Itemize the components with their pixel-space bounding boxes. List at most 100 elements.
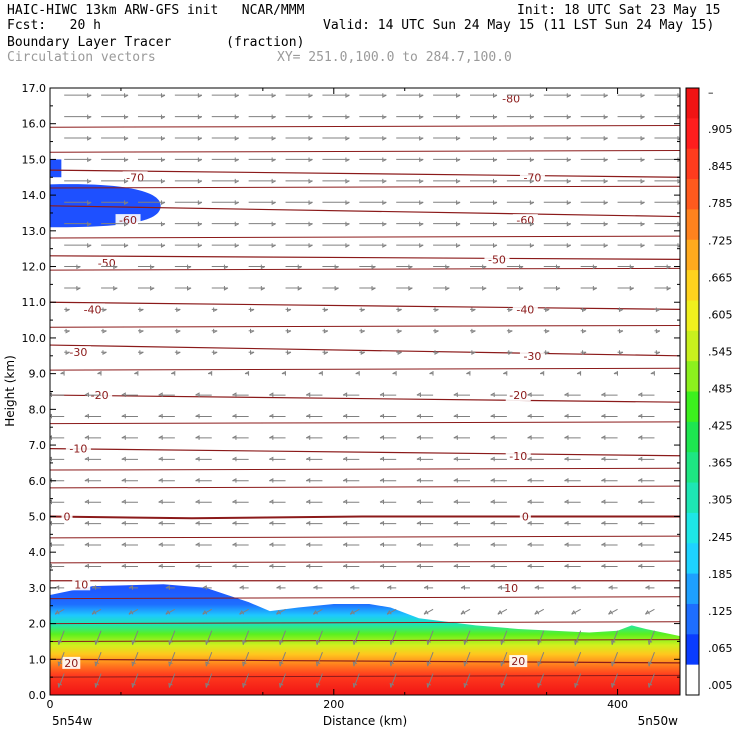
vector-arrow bbox=[423, 608, 434, 615]
vector-arrow-head bbox=[84, 456, 89, 462]
colorbar-segment bbox=[686, 603, 699, 635]
vector-arrow-head bbox=[250, 328, 255, 334]
vector-arrow-head bbox=[234, 114, 239, 120]
vector-arrow-head bbox=[165, 609, 171, 615]
vector-arrow-head bbox=[379, 435, 385, 440]
vector-arrow-head bbox=[460, 585, 466, 590]
vector-arrow-head bbox=[466, 370, 471, 376]
x-tick-label: 400 bbox=[607, 698, 628, 711]
temperature-contour bbox=[50, 344, 680, 357]
vector-arrow-head bbox=[84, 542, 89, 547]
vector-arrow-head bbox=[629, 264, 635, 270]
vector-arrow-head bbox=[271, 157, 276, 163]
vector-arrow-head bbox=[537, 639, 542, 645]
vector-arrow-head bbox=[423, 609, 429, 615]
vector-arrow-head bbox=[124, 93, 129, 98]
vector-arrow-head bbox=[308, 178, 313, 184]
vector-arrow-head bbox=[121, 435, 126, 440]
vector-arrow-head bbox=[76, 264, 81, 270]
vector-arrow-head bbox=[234, 136, 239, 141]
contour-label: -30 bbox=[523, 350, 541, 363]
vector-arrow-head bbox=[603, 114, 608, 120]
vector-arrow-head bbox=[566, 200, 572, 206]
vector-arrow-head bbox=[490, 413, 495, 419]
vector-arrow-head bbox=[456, 114, 461, 120]
vector-arrow-head bbox=[315, 639, 321, 645]
vector-arrow-head bbox=[423, 585, 429, 590]
vector-arrow-head bbox=[574, 639, 579, 645]
vector-arrow bbox=[645, 608, 655, 615]
vector-arrow-head bbox=[666, 286, 671, 291]
colorbar-segment bbox=[686, 512, 699, 544]
vector-arrow-head bbox=[360, 328, 365, 334]
contour-label: -50 bbox=[98, 257, 116, 270]
forecast-hour: Fcst: 20 h bbox=[7, 18, 101, 33]
vector-arrow-head bbox=[269, 478, 274, 483]
vector-arrow-head bbox=[677, 114, 680, 120]
vector-arrow-head bbox=[158, 499, 163, 505]
vector-arrow-head bbox=[482, 286, 487, 291]
vector-arrow bbox=[168, 651, 176, 667]
vector-arrow-head bbox=[84, 435, 89, 440]
vector-arrow-head bbox=[608, 609, 614, 615]
isoline bbox=[50, 596, 680, 600]
vector-arrow-head bbox=[416, 435, 421, 440]
vector-arrow-head bbox=[460, 609, 466, 615]
isoline bbox=[50, 467, 680, 471]
vector-arrow-head bbox=[618, 328, 624, 334]
vector-arrow-head bbox=[453, 478, 458, 483]
vector-arrow-head bbox=[139, 328, 144, 334]
y-tick-label: 12.0 bbox=[22, 261, 47, 274]
colorbar-segment bbox=[686, 270, 699, 301]
tracer-small-patch bbox=[50, 159, 62, 178]
vector-arrow-head bbox=[529, 200, 535, 206]
vector-arrow-head bbox=[308, 243, 313, 248]
vector-arrow-head bbox=[534, 585, 539, 590]
vector-arrow-head bbox=[397, 328, 402, 334]
vector-arrow-head bbox=[160, 114, 166, 120]
vector-arrow-head bbox=[564, 520, 569, 526]
vector-arrow-head bbox=[350, 585, 355, 590]
vector-arrow-head bbox=[638, 478, 643, 483]
colorbar-label: – bbox=[708, 86, 714, 99]
vector-arrow-head bbox=[232, 435, 237, 440]
vector-arrow bbox=[58, 673, 65, 688]
vector-arrow-head bbox=[87, 178, 92, 184]
contour-label-bg bbox=[484, 253, 510, 266]
vector-arrow-head bbox=[508, 307, 513, 313]
vector-arrow-head bbox=[416, 542, 421, 547]
y-tick-label: 16.0 bbox=[22, 118, 47, 131]
vector-arrow-head bbox=[677, 178, 680, 184]
vector-arrow-head bbox=[139, 307, 144, 313]
vector-arrow-head bbox=[342, 563, 348, 569]
vector-arrow bbox=[168, 630, 176, 645]
y-tick-label: 7.0 bbox=[29, 439, 47, 452]
vector-arrow-head bbox=[315, 682, 321, 688]
vector-arrow bbox=[611, 673, 619, 688]
vector-arrow-head bbox=[168, 639, 173, 645]
vector-arrow-head bbox=[323, 307, 329, 313]
vector-arrow-head bbox=[613, 370, 618, 376]
vector-arrow-head bbox=[232, 392, 237, 397]
colorbar-label: .905 bbox=[708, 123, 733, 136]
vector-arrow-head bbox=[419, 114, 424, 120]
vector-arrow-head bbox=[57, 682, 63, 688]
x-tick-label: 200 bbox=[323, 698, 344, 711]
vector-arrow-head bbox=[345, 136, 350, 141]
colorbar-label: .845 bbox=[708, 160, 733, 173]
vector-arrow-head bbox=[611, 682, 616, 688]
vector-arrow-head bbox=[527, 413, 532, 419]
vector-arrow-head bbox=[232, 563, 237, 569]
contour-label-bg bbox=[72, 578, 91, 591]
vector-arrow bbox=[534, 608, 545, 615]
vector-arrow-head bbox=[223, 264, 229, 270]
vector-arrow-head bbox=[195, 413, 200, 419]
vector-arrow-head bbox=[223, 286, 229, 291]
vector-arrow-head bbox=[205, 661, 210, 667]
vector-arrow-head bbox=[197, 136, 203, 141]
vector-arrow-head bbox=[197, 157, 203, 163]
colorbar-segment bbox=[686, 179, 699, 210]
vector-arrow-head bbox=[601, 563, 606, 569]
vector-arrow-head bbox=[102, 350, 107, 355]
vector-arrow-head bbox=[260, 264, 266, 270]
